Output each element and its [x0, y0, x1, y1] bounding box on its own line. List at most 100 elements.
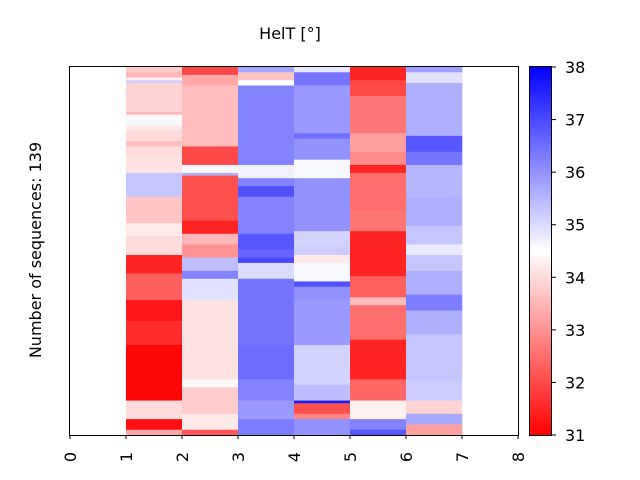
heatmap-cell-position-5-seg-5 — [350, 164, 407, 174]
heatmap-cell-position-1-seg-6 — [126, 114, 183, 126]
heatmap-cell-position-6-seg-10 — [406, 270, 463, 295]
heatmap-cell-position-2-seg-6 — [182, 175, 239, 221]
heatmap-cell-position-1-seg-5 — [126, 112, 183, 115]
heatmap-cell-position-3-seg-0 — [238, 67, 295, 73]
heatmap-cell-position-3-seg-6 — [238, 178, 295, 187]
heatmap-cell-position-6-seg-15 — [406, 379, 463, 401]
heatmap-cell-position-4-seg-8 — [294, 231, 351, 248]
heatmap-cell-position-3-seg-4 — [238, 130, 295, 166]
heatmap-cell-position-2-seg-1 — [182, 74, 239, 86]
chart-title: HelT [°] — [259, 24, 321, 43]
heatmap-cell-position-3-seg-15 — [238, 344, 295, 380]
heatmap-cell-position-5-seg-10 — [350, 276, 407, 298]
colorbar-tick-label-34: 34 — [565, 268, 585, 287]
heatmap-cell-position-2-seg-3 — [182, 146, 239, 166]
heatmap-cell-position-6-seg-12 — [406, 310, 463, 335]
heatmap-cell-position-3-seg-13 — [238, 278, 295, 301]
heatmap-cell-position-1-seg-9 — [126, 141, 183, 147]
heatmap-cell-position-3-seg-9 — [238, 233, 295, 250]
x-tick-label-1: 1 — [117, 452, 136, 462]
heatmap-cell-position-2-seg-12 — [182, 278, 239, 301]
heatmap-cell-position-1-seg-22 — [126, 419, 183, 431]
heatmap-cell-position-5-seg-2 — [350, 96, 407, 134]
colorbar-tick-label-31: 31 — [565, 426, 585, 445]
heatmap-cell-position-5-seg-7 — [350, 209, 407, 232]
heatmap-cell-position-5-seg-4 — [350, 151, 407, 166]
heatmap-cell-position-4-seg-4 — [294, 133, 351, 139]
heatmap-cell-position-5-seg-13 — [350, 339, 407, 380]
heatmap-cell-position-3-seg-10 — [238, 249, 295, 258]
heatmap-cell-position-1-seg-21 — [126, 400, 183, 420]
heatmap-cell-position-3-seg-8 — [238, 196, 295, 235]
heatmap-cell-position-1-seg-12 — [126, 172, 183, 198]
heatmap-cell-position-4-seg-13 — [294, 286, 351, 301]
colorbar — [529, 66, 552, 436]
x-tick-label-2: 2 — [173, 452, 192, 462]
x-tick-label-7: 7 — [453, 452, 472, 462]
heatmap-cell-position-6-seg-17 — [406, 413, 463, 425]
heatmap-cell-position-5-seg-15 — [350, 400, 407, 420]
heatmap-cell-position-1-seg-20 — [126, 344, 183, 401]
heatmap-cell-position-2-seg-11 — [182, 270, 239, 280]
heatmap-cell-position-4-seg-2 — [294, 85, 351, 113]
y-axis-label: Number of sequences: 139 — [26, 142, 45, 358]
heatmap-cell-position-4-seg-7 — [294, 178, 351, 232]
x-tick-label-8: 8 — [509, 452, 528, 462]
heatmap-cell-position-4-seg-19 — [294, 413, 351, 420]
heatmap-cell-position-5-seg-0 — [350, 67, 407, 81]
colorbar-tick-label-35: 35 — [565, 216, 585, 235]
heatmap-cell-position-6-seg-6 — [406, 196, 463, 227]
colorbar-tick-label-32: 32 — [565, 373, 585, 392]
heatmap-cell-position-5-seg-11 — [350, 297, 407, 306]
heatmap-cell-position-5-seg-9 — [350, 260, 407, 277]
heatmap-cell-position-3-seg-16 — [238, 379, 295, 401]
heatmap-cell-position-1-seg-11 — [126, 157, 183, 174]
heatmap-cell-position-1-seg-18 — [126, 299, 183, 322]
heatmap-cell-position-6-seg-13 — [406, 334, 463, 346]
heatmap-cell-position-5-seg-8 — [350, 231, 407, 261]
heatmap-cell-position-4-seg-1 — [294, 72, 351, 86]
x-tick-label-6: 6 — [397, 452, 416, 462]
heatmap-cell-position-4-seg-17 — [294, 400, 351, 404]
heatmap-cell-position-1-seg-8 — [126, 130, 183, 142]
x-axis-ticks: 0 1 2 3 4 5 6 7 8 — [61, 435, 528, 462]
heatmap-cell-position-5-seg-1 — [350, 80, 407, 97]
heatmap-cell-position-4-seg-3 — [294, 112, 351, 134]
heatmap-cell-position-4-seg-20 — [294, 419, 351, 436]
heatmap-cell-position-1-seg-10 — [126, 146, 183, 158]
heatmap-cell-position-5-seg-3 — [350, 133, 407, 153]
heatmap-cell-position-6-seg-16 — [406, 400, 463, 415]
x-tick-label-4: 4 — [285, 452, 304, 462]
heatmap-cell-position-1-seg-14 — [126, 223, 183, 237]
heatmap-cell-position-3-seg-5 — [238, 164, 295, 179]
colorbar-tick-label-38: 38 — [565, 58, 585, 77]
heatmap-cell-position-2-seg-13 — [182, 299, 239, 380]
heatmap-cell-position-2-seg-2 — [182, 85, 239, 147]
heatmap-cell-position-5-seg-12 — [350, 305, 407, 340]
colorbar-tick-label-36: 36 — [565, 163, 585, 182]
heatmap-cell-position-2-seg-14 — [182, 379, 239, 388]
heatmap-cell-position-4-seg-16 — [294, 384, 351, 401]
heatmap-cell-position-6-seg-2 — [406, 82, 463, 137]
heatmap-cell-position-1-seg-17 — [126, 273, 183, 301]
heatmap-cell-position-2-seg-16 — [182, 413, 239, 430]
heatmap-cell-position-3-seg-2 — [238, 80, 295, 86]
heatmap-cell-position-1-seg-13 — [126, 196, 183, 224]
heatmap-cell-position-1-seg-3 — [126, 80, 183, 84]
heatmap-cell-position-3-seg-12 — [238, 262, 295, 280]
heatmap-cell-position-6-seg-7 — [406, 225, 463, 245]
heatmap-cell-position-6-seg-8 — [406, 244, 463, 256]
heatmap-cell-position-2-seg-4 — [182, 164, 239, 174]
heatmap-cell-position-6-seg-3 — [406, 135, 463, 153]
x-tick-label-5: 5 — [341, 452, 360, 462]
heatmap-cell-position-3-seg-7 — [238, 186, 295, 198]
heatmap-cell-position-3-seg-1 — [238, 72, 295, 81]
heatmap-cell-position-3-seg-11 — [238, 257, 295, 264]
heatmap-cell-position-6-seg-0 — [406, 67, 463, 73]
heatmap-cell-position-6-seg-5 — [406, 164, 463, 198]
heatmap-cell-position-5-seg-6 — [350, 172, 407, 211]
heatmap-cell-position-6-seg-9 — [406, 254, 463, 272]
x-tick-label-3: 3 — [229, 452, 248, 462]
heatmap-cell-position-1-seg-16 — [126, 254, 183, 274]
heatmap-cell-position-4-seg-14 — [294, 299, 351, 346]
